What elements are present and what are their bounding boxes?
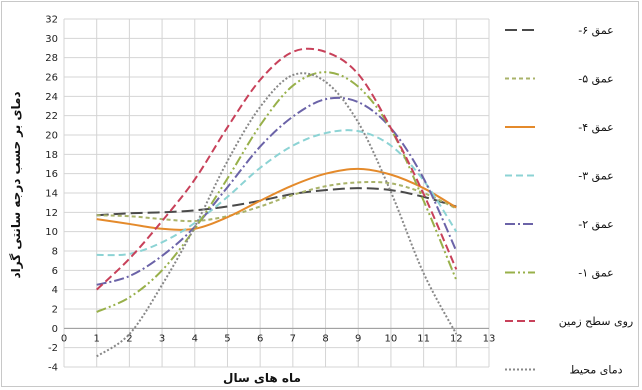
legend-label-6: عمق ۱- xyxy=(578,267,614,281)
x-tick-label: 1 xyxy=(94,333,100,344)
x-tick-label: 11 xyxy=(417,333,430,344)
series-line-7 xyxy=(96,47,458,291)
series-line-6 xyxy=(96,71,458,313)
x-tick-label: 3 xyxy=(159,333,165,344)
y-tick-label: 22 xyxy=(45,111,58,122)
y-tick-label: 26 xyxy=(45,73,58,84)
series-line-1 xyxy=(96,187,457,217)
x-tick-label: 7 xyxy=(290,333,296,344)
series-line-2 xyxy=(96,180,457,223)
legend-label-4: عمق ۳- xyxy=(578,170,614,184)
x-tick-label: 8 xyxy=(322,333,328,344)
x-tick-label: 6 xyxy=(257,333,263,344)
grid xyxy=(63,18,490,368)
legend-label-1: عمق ۶- xyxy=(578,24,614,38)
y-tick-label: -2 xyxy=(48,343,58,354)
y-tick-label: 14 xyxy=(45,189,58,200)
x-tick-label: 5 xyxy=(224,333,230,344)
y-tick-label: 18 xyxy=(45,150,58,161)
legend-label-8: دمای محیط xyxy=(569,364,622,377)
legend-label-2: عمق ۵- xyxy=(578,73,614,87)
x-tick-label: 4 xyxy=(192,333,198,344)
y-tick-label: 20 xyxy=(45,131,58,142)
series-line-3 xyxy=(96,167,457,231)
x-tick-label: 9 xyxy=(355,333,361,344)
series-line-4 xyxy=(96,129,458,257)
y-tick-label: 0 xyxy=(52,324,58,335)
legend: عمق ۶- عمق ۵- عمق ۴- عمق ۳- عمق ۲- عمق ۱- روی … xyxy=(505,24,633,377)
y-tick-label: 24 xyxy=(45,92,58,103)
series-lines xyxy=(96,47,458,358)
y-tick-label: 28 xyxy=(45,53,58,64)
series-line-8 xyxy=(96,72,458,358)
x-tick-label: 12 xyxy=(450,333,463,344)
series-line-5 xyxy=(96,96,458,286)
legend-label-7: روی سطح زمین xyxy=(559,315,633,328)
y-tick-label: 6 xyxy=(52,266,58,277)
y-axis-title: دمای بر حسب درجه سانتی گراد xyxy=(9,91,23,278)
x-tick-label: 0 xyxy=(61,333,67,344)
y-tick-label: 16 xyxy=(45,169,58,180)
y-tick-label: 4 xyxy=(52,285,58,296)
x-tick-label: 13 xyxy=(483,333,496,344)
y-tick-label: 12 xyxy=(45,208,58,219)
legend-label-5: عمق ۲- xyxy=(578,218,614,232)
x-axis-title: ماه های سال xyxy=(223,371,301,385)
y-tick-label: -4 xyxy=(48,363,58,374)
y-tick-label: 2 xyxy=(52,305,58,316)
x-tick-label: 10 xyxy=(385,333,398,344)
x-tick-label: 2 xyxy=(126,333,132,344)
y-tick-label: 10 xyxy=(45,227,58,238)
y-tick-label: 32 xyxy=(45,15,58,26)
legend-label-3: عمق ۴- xyxy=(578,121,614,135)
y-tick-label: 30 xyxy=(45,34,58,45)
y-tick-label: 8 xyxy=(52,247,58,258)
